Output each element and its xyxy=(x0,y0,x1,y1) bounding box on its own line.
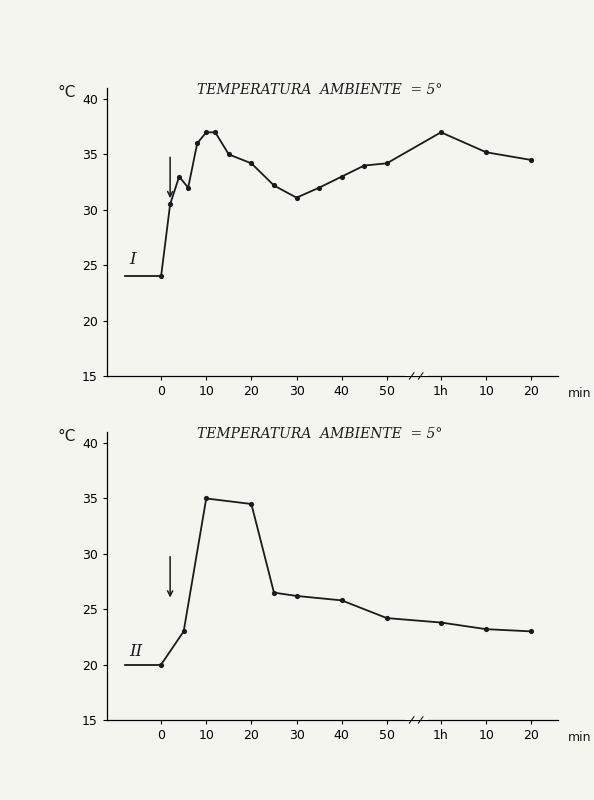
Point xyxy=(526,625,536,638)
Point xyxy=(359,159,369,172)
Text: I: I xyxy=(129,251,136,268)
Text: min: min xyxy=(567,731,591,744)
Text: min: min xyxy=(567,387,591,400)
Point xyxy=(436,616,446,629)
Text: TEMPERATURA  AMBIENTE  = 5°: TEMPERATURA AMBIENTE = 5° xyxy=(197,427,443,441)
Point xyxy=(192,137,202,150)
Point xyxy=(382,612,391,625)
Y-axis label: °C: °C xyxy=(57,429,75,444)
Point xyxy=(481,622,491,635)
Point xyxy=(337,594,346,606)
Point xyxy=(481,146,491,158)
Y-axis label: °C: °C xyxy=(57,85,75,100)
Point xyxy=(224,148,233,161)
Point xyxy=(210,126,220,138)
Point xyxy=(269,586,279,599)
Point xyxy=(156,658,166,671)
Point xyxy=(247,157,256,170)
Text: II: II xyxy=(129,643,143,660)
Point xyxy=(179,625,188,638)
Point xyxy=(165,198,175,210)
Point xyxy=(247,498,256,510)
Bar xyxy=(405,717,428,720)
Point xyxy=(436,126,446,138)
Point xyxy=(292,191,301,204)
Point xyxy=(175,170,184,183)
Point xyxy=(526,154,536,166)
Point xyxy=(156,270,166,282)
Point xyxy=(184,182,193,194)
Point xyxy=(269,179,279,192)
Bar xyxy=(405,373,428,376)
Point xyxy=(337,170,346,183)
Point xyxy=(314,182,324,194)
Text: TEMPERATURA  AMBIENTE  = 5°: TEMPERATURA AMBIENTE = 5° xyxy=(197,83,443,97)
Point xyxy=(382,157,391,170)
Point xyxy=(201,126,211,138)
Point xyxy=(292,590,301,602)
Point xyxy=(201,492,211,505)
